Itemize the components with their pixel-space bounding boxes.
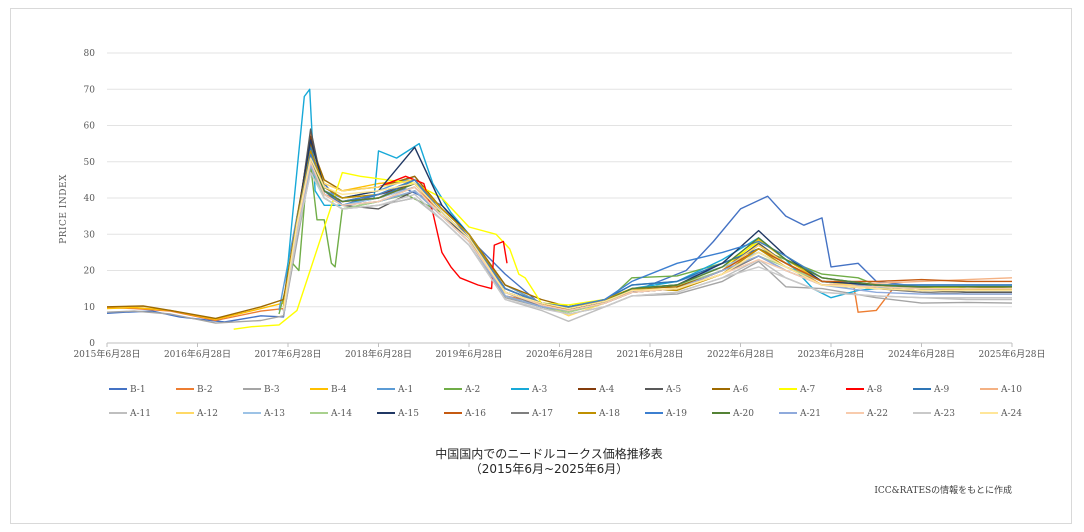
legend-label: A-7 xyxy=(799,385,816,395)
legend-label: A-5 xyxy=(665,385,682,395)
x-tick-label: 2024年6月28日 xyxy=(888,348,955,360)
y-tick-label: 40 xyxy=(84,194,96,204)
legend-label: A-3 xyxy=(531,385,548,395)
gridlines xyxy=(107,52,1012,344)
legend-label: A-15 xyxy=(397,409,419,419)
x-tick-label: 2023年6月28日 xyxy=(797,348,864,360)
legend-label: A-24 xyxy=(1000,409,1022,419)
legend: B-1 B-2 B-3 B-4 A-1 A-2 A-3 A-4 A-5 A-6 A-7 A-8 A-9 A… xyxy=(109,385,1022,419)
x-tick-label: 2015年6月28日 xyxy=(73,348,140,360)
series-line-b-3 xyxy=(106,168,1013,324)
y-tick-label: 10 xyxy=(84,303,96,313)
legend-label: A-17 xyxy=(531,409,553,419)
x-tick-label: 2019年6月28日 xyxy=(435,348,502,360)
source-credit: ICC&RATESの情報をもとに作成 xyxy=(874,484,1012,496)
series-line-b-4 xyxy=(106,142,1013,321)
legend-label: A-8 xyxy=(866,385,883,395)
x-axis-ticks: 2015年6月28日 2016年6月28日 2017年6月28日 2018年6月28日… xyxy=(73,343,1046,360)
y-axis-label: PRICE INDEX xyxy=(59,174,69,244)
legend-label: A-6 xyxy=(732,385,749,395)
legend-label: A-20 xyxy=(732,409,754,419)
series-line-a-8 xyxy=(378,175,508,290)
y-tick-label: 30 xyxy=(84,230,96,240)
legend-label: A-18 xyxy=(598,409,620,419)
legend-label: B-2 xyxy=(197,385,213,395)
y-tick-label: 70 xyxy=(84,85,96,95)
x-tick-label: 2020年6月28日 xyxy=(526,348,593,360)
x-tick-label: 2016年6月28日 xyxy=(164,348,231,360)
series-line-a-23 xyxy=(282,171,1012,315)
y-tick-label: 60 xyxy=(84,122,96,132)
series-line-a-24 xyxy=(282,157,1012,310)
legend-label: A-10 xyxy=(1000,385,1022,395)
legend-label: A-14 xyxy=(330,409,352,419)
legend-label: A-16 xyxy=(464,409,486,419)
x-tick-label: 2021年6月28日 xyxy=(616,348,683,360)
chart-frame: 0 10 20 30 40 50 60 70 80 2015年6月28日 2016年6月28日 20… xyxy=(10,8,1072,524)
series-line-a-11 xyxy=(282,171,1012,322)
y-tick-label: 0 xyxy=(89,339,95,349)
y-tick-label: 20 xyxy=(84,267,96,277)
x-tick-label: 2022年6月28日 xyxy=(707,348,774,360)
legend-label: A-19 xyxy=(665,409,687,419)
legend-label: B-1 xyxy=(130,385,146,395)
chart-title: 中国国内でのニードルコークス価格推移表 xyxy=(435,446,662,461)
series-line-a-12 xyxy=(282,153,1012,317)
legend-label: A-2 xyxy=(464,385,480,395)
y-tick-label: 50 xyxy=(84,158,96,168)
legend-label: A-4 xyxy=(598,385,615,395)
y-axis-ticks: 0 10 20 30 40 50 60 70 80 xyxy=(84,49,96,349)
legend-label: B-3 xyxy=(264,385,280,395)
series-lines xyxy=(106,88,1013,330)
legend-label: A-23 xyxy=(933,409,955,419)
legend-label: A-12 xyxy=(196,409,218,419)
x-tick-label: 2025年6月28日 xyxy=(978,348,1045,360)
legend-label: A-9 xyxy=(933,385,950,395)
legend-label: A-11 xyxy=(129,409,151,419)
y-tick-label: 80 xyxy=(84,49,96,59)
legend-label: A-13 xyxy=(263,409,285,419)
legend-label: B-4 xyxy=(331,385,347,395)
legend-label: A-21 xyxy=(799,409,821,419)
x-tick-label: 2018年6月28日 xyxy=(345,348,412,360)
x-tick-label: 2017年6月28日 xyxy=(254,348,321,360)
legend-label: A-1 xyxy=(397,385,413,395)
chart-subtitle: （2015年6月~2025年6月） xyxy=(470,462,628,476)
series-line-b-1 xyxy=(106,153,1012,323)
legend-label: A-22 xyxy=(866,409,888,419)
